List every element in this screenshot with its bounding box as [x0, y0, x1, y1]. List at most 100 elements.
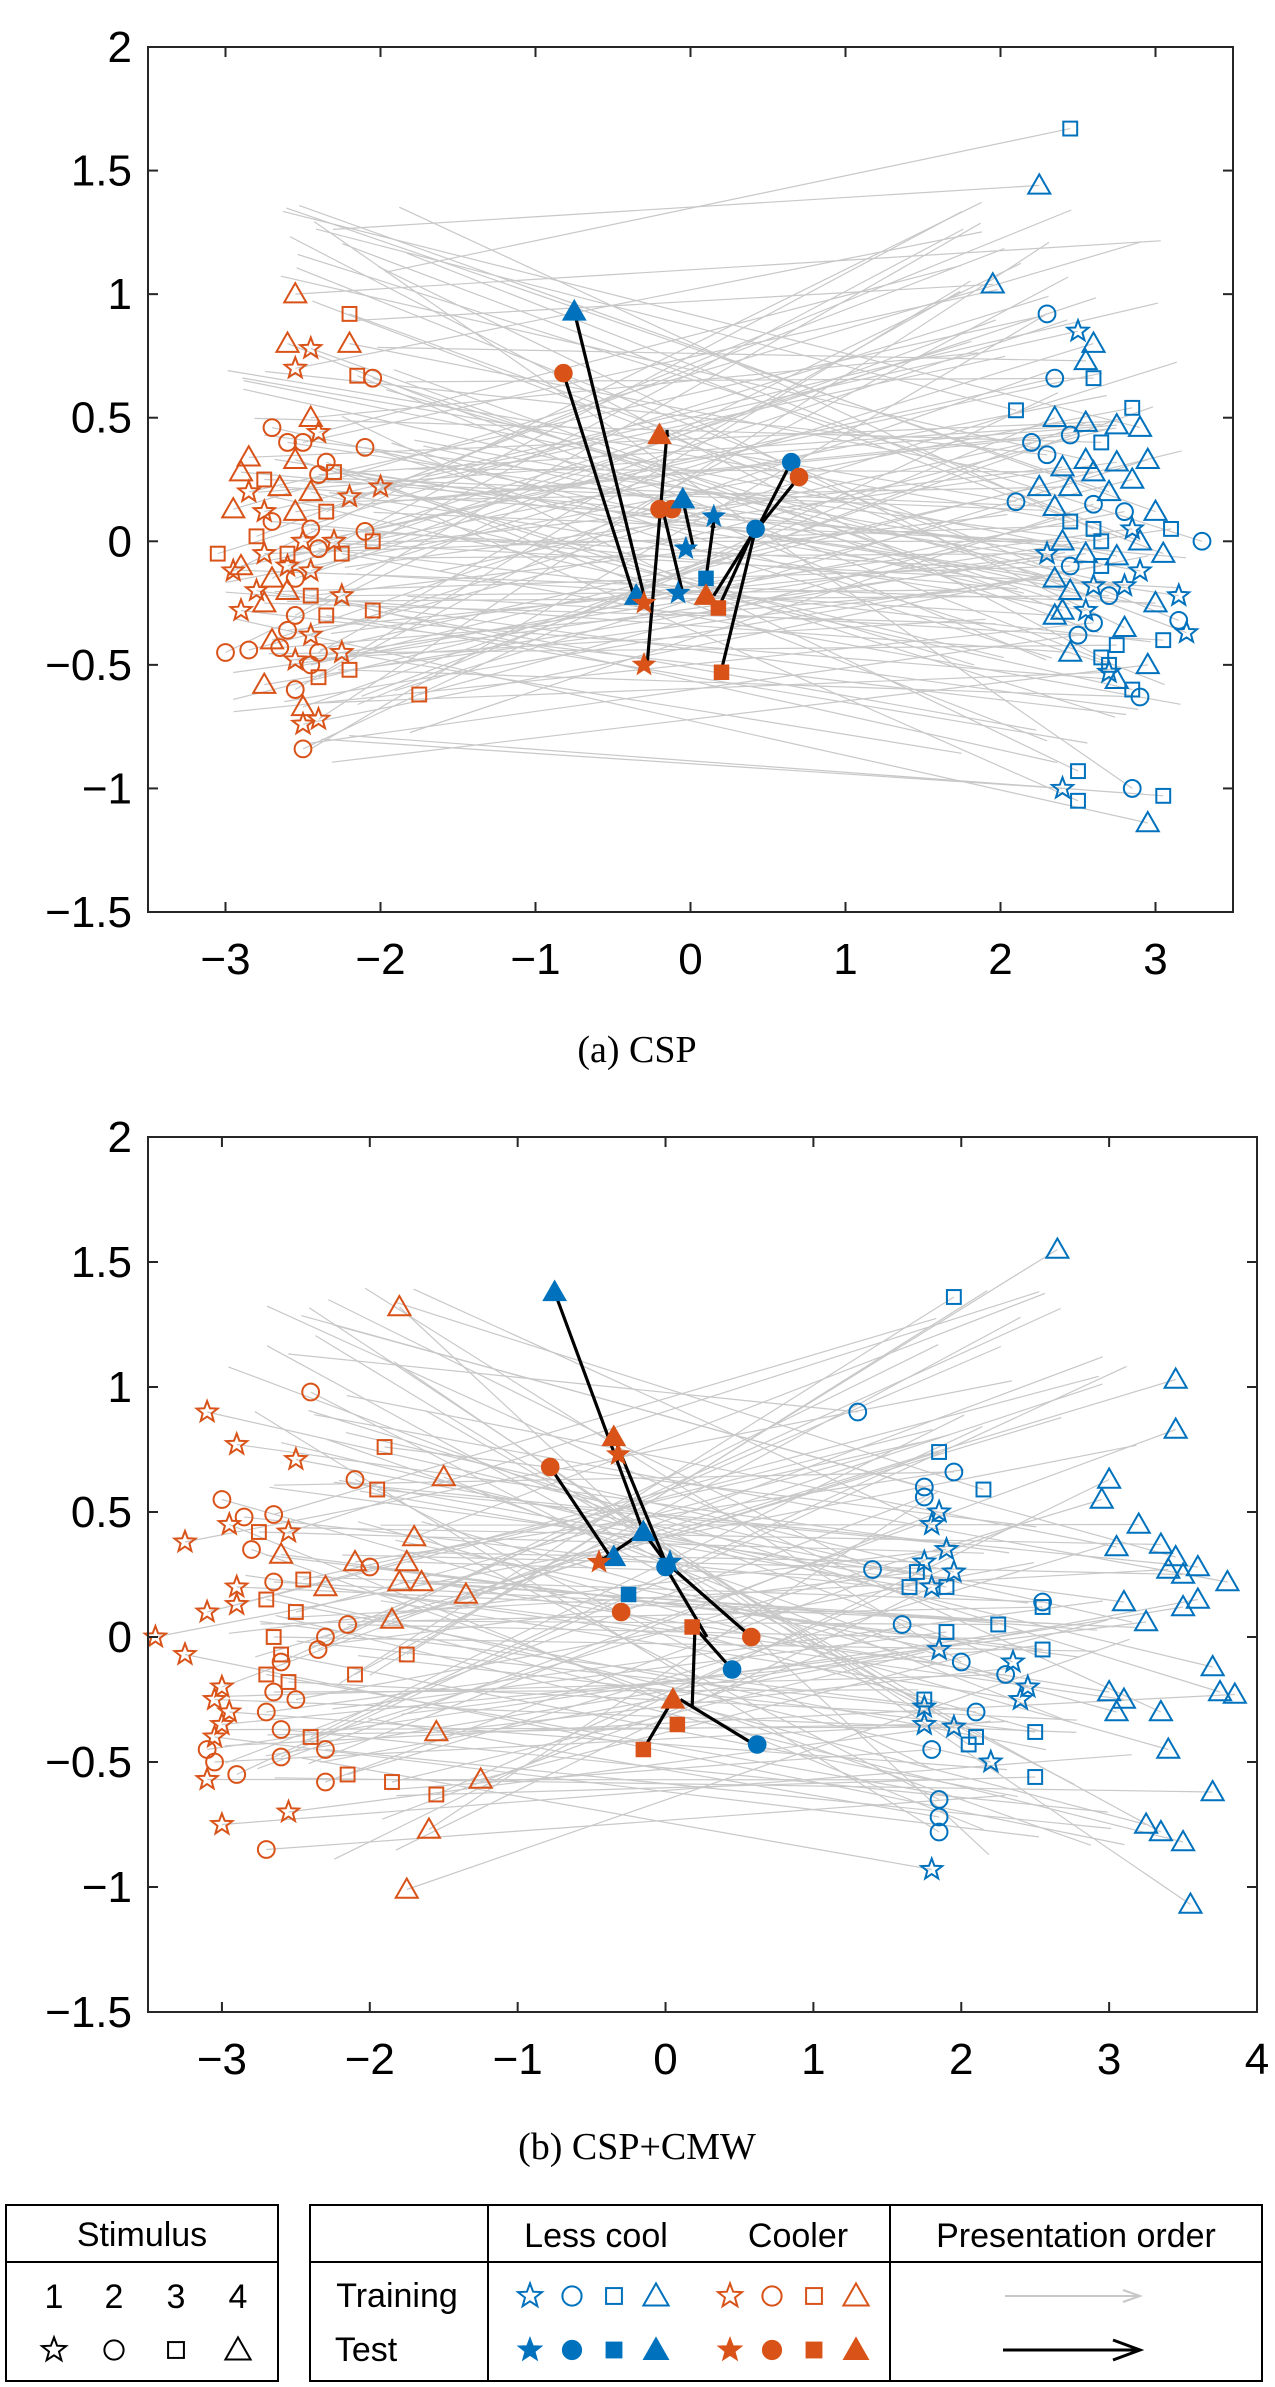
training-point-less-cool — [1163, 520, 1179, 537]
training-point-cooler — [239, 640, 259, 660]
training-point-less-cool — [933, 1535, 960, 1561]
training-point-less-cool — [1080, 330, 1107, 353]
test-point-less-cool — [561, 298, 587, 321]
panel-a-test-points — [554, 298, 809, 681]
training-trajectory — [439, 441, 1032, 572]
legend-test-cooler-marker — [761, 2339, 783, 2361]
training-point-cooler — [333, 545, 350, 562]
legend-stimulus-marker — [223, 2335, 253, 2361]
training-point-cooler — [282, 354, 309, 380]
training-point-less-cool — [999, 1648, 1027, 1674]
training-trajectory — [296, 1640, 925, 1708]
y-tick-label: 0 — [108, 1613, 132, 1662]
training-trajectory — [254, 1410, 940, 1833]
training-trajectory — [225, 262, 1022, 654]
training-trajectory — [308, 1307, 970, 1746]
training-point-cooler — [250, 1524, 267, 1540]
test-point-cooler — [713, 664, 730, 681]
training-point-less-cool — [1142, 590, 1169, 613]
training-point-less-cool — [1150, 540, 1176, 563]
training-trajectory — [242, 377, 1071, 523]
test-arrow — [719, 528, 758, 671]
training-point-cooler — [341, 305, 358, 322]
legend-test-less-cool-marker — [516, 2335, 544, 2362]
training-point-less-cool — [1126, 557, 1154, 583]
legend-stimulus-3: 3 — [167, 2278, 186, 2316]
training-trajectory — [310, 352, 979, 419]
training-point-less-cool — [1070, 792, 1086, 809]
test-point-cooler — [605, 1441, 631, 1465]
training-trajectory — [347, 1623, 1000, 1640]
training-trajectory — [282, 210, 1141, 429]
training-point-less-cool — [951, 1652, 971, 1672]
training-trajectory — [240, 609, 1127, 716]
test-arrow — [755, 476, 801, 530]
training-trajectory — [295, 618, 986, 661]
training-point-less-cool — [1185, 1553, 1211, 1577]
legend-presentation-order: Presentation order — [936, 2217, 1216, 2255]
training-point-less-cool — [996, 1665, 1016, 1684]
training-trajectory — [333, 1481, 1198, 1568]
training-trajectory — [377, 1488, 930, 1543]
training-point-cooler — [379, 1606, 405, 1629]
training-point-cooler — [212, 1490, 232, 1509]
training-point-less-cool — [1214, 1568, 1241, 1592]
training-point-cooler — [275, 1518, 302, 1544]
legend-test-arrowhead — [1112, 2338, 1145, 2362]
training-point-cooler — [345, 1470, 365, 1489]
training-trajectory — [424, 1409, 925, 1701]
legend-stimulus-1: 1 — [45, 2278, 64, 2316]
training-trajectory — [382, 1623, 903, 1820]
training-point-less-cool — [1104, 543, 1130, 566]
training-point-cooler — [273, 1646, 290, 1663]
training-point-less-cool — [1026, 473, 1052, 497]
training-trajectory — [354, 1316, 1021, 1676]
training-trajectory — [428, 1490, 940, 1830]
training-trajectory — [427, 1636, 1147, 1826]
training-point-less-cool — [1125, 1511, 1152, 1534]
training-point-less-cool — [1037, 445, 1057, 465]
training-point-less-cool — [931, 1444, 948, 1460]
training-trajectory — [214, 1736, 1039, 1838]
training-point-cooler — [280, 1674, 297, 1690]
training-trajectory — [401, 1621, 1147, 1715]
training-point-less-cool — [1192, 531, 1212, 551]
training-point-cooler — [234, 1507, 254, 1527]
training-point-less-cool — [940, 1713, 968, 1739]
training-point-less-cool — [1073, 409, 1099, 432]
legend-stimulus-4: 4 — [229, 2278, 248, 2316]
training-trajectory — [377, 346, 1086, 362]
training-point-cooler — [267, 473, 293, 497]
training-point-less-cool — [1042, 565, 1068, 588]
training-point-less-cool — [1085, 370, 1102, 387]
training-point-cooler — [386, 1568, 413, 1592]
training-point-cooler — [171, 1528, 199, 1554]
training-point-cooler — [282, 281, 308, 304]
training-point-cooler — [171, 1640, 199, 1666]
training-point-less-cool — [1027, 1769, 1044, 1785]
training-point-cooler — [223, 1430, 250, 1456]
training-trajectory — [288, 1291, 1040, 1533]
training-point-less-cool — [1037, 304, 1057, 324]
training-point-less-cool — [1104, 666, 1130, 689]
training-trajectory — [245, 1574, 1124, 1701]
training-point-less-cool — [892, 1615, 912, 1634]
training-point-cooler — [416, 1816, 442, 1839]
training-point-cooler — [216, 1510, 243, 1536]
training-trajectory — [225, 591, 1071, 654]
x-tick-label: 0 — [653, 2035, 677, 2084]
legend-training-label: Training — [336, 2277, 458, 2315]
training-point-cooler — [285, 606, 305, 625]
training-point-cooler — [394, 1548, 420, 1572]
training-trajectory — [286, 207, 1110, 493]
training-point-less-cool — [1170, 1828, 1196, 1852]
training-point-cooler — [355, 437, 375, 457]
training-trajectory — [302, 392, 1059, 750]
panel-b-training-points — [142, 1236, 1248, 1914]
legend: Stimulus 1 2 3 4 Less cool Cooler Presen… — [5, 2204, 1263, 2382]
training-point-cooler — [274, 552, 301, 578]
training-trajectory — [413, 1292, 1046, 1538]
training-trajectory — [338, 669, 1141, 698]
legend-test-cooler-marker — [805, 2341, 823, 2359]
